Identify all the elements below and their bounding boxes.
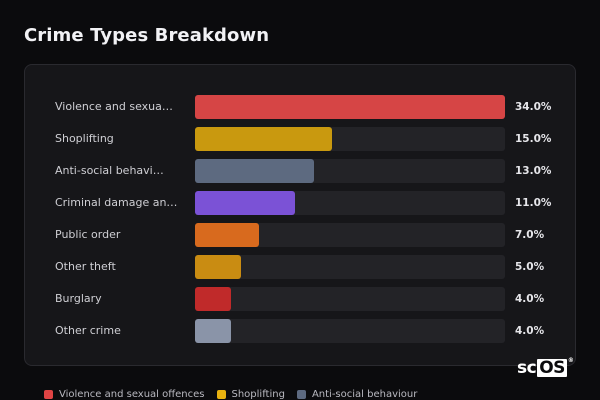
bar[interactable] [195, 223, 259, 247]
category-label: Violence and sexua… [55, 100, 173, 113]
bar[interactable] [195, 287, 232, 311]
logo-registered-mark: ® [567, 356, 574, 364]
bar-row: Public order 7.0% [25, 223, 577, 247]
legend-swatch [296, 389, 306, 399]
bar[interactable] [195, 191, 296, 215]
bar-track [195, 127, 505, 151]
bar-row: Other crime 4.0% [25, 319, 577, 343]
bar-row: Shoplifting 15.0% [25, 127, 577, 151]
bar-track [195, 319, 505, 343]
bar-row: Anti-social behavi… 13.0% [25, 159, 577, 183]
value-label: 4.0% [515, 293, 545, 305]
value-label: 7.0% [515, 229, 545, 241]
legend-label: Shoplifting [231, 388, 285, 400]
bar-row: Other theft 5.0% [25, 255, 577, 279]
bar-row: Burglary 4.0% [25, 287, 577, 311]
bar-track [195, 191, 505, 215]
bar[interactable] [195, 159, 314, 183]
legend-item[interactable]: Violence and sexual offences [44, 389, 205, 400]
bar-track [195, 287, 505, 311]
bar-track [195, 95, 505, 119]
chart-legend: Violence and sexual offences Shoplifting A… [44, 387, 417, 400]
bar-track [195, 159, 505, 183]
category-label: Other crime [55, 324, 121, 337]
value-label: 13.0% [515, 165, 552, 177]
value-label: 15.0% [515, 133, 552, 145]
bar-row: Criminal damage an… 11.0% [25, 191, 577, 215]
category-label: Burglary [55, 292, 102, 305]
logo-text-left: sc [517, 358, 537, 378]
logo-text-box: OS [537, 358, 567, 378]
value-label: 11.0% [515, 197, 552, 209]
category-label: Public order [55, 228, 121, 241]
bar[interactable] [195, 319, 232, 343]
chart-title: Crime Types Breakdown [24, 25, 270, 46]
legend-label: Anti-social behaviour [311, 388, 418, 400]
legend-label: Violence and sexual offences [59, 388, 205, 400]
value-label: 4.0% [515, 325, 545, 337]
category-label: Other theft [55, 260, 116, 273]
bar[interactable] [195, 255, 241, 279]
value-label: 5.0% [515, 261, 545, 273]
bar[interactable] [195, 95, 505, 119]
value-label: 34.0% [515, 101, 552, 113]
bar-row: Violence and sexua… 34.0% [25, 95, 577, 119]
legend-swatch [44, 389, 53, 399]
bar-track [195, 223, 505, 247]
category-label: Criminal damage an… [55, 196, 178, 209]
category-label: Shoplifting [55, 132, 114, 145]
legend-item[interactable]: Shoplifting [216, 388, 285, 400]
legend-item[interactable]: Anti-social behaviour [296, 388, 418, 400]
chart-panel: Violence and sexua… 34.0% Shoplifting 15.0%… [24, 64, 576, 366]
bar-track [195, 255, 505, 279]
bar[interactable] [195, 127, 332, 151]
brand-logo: sc OS ® [517, 356, 574, 379]
category-label: Anti-social behavi… [55, 164, 164, 177]
legend-swatch [216, 389, 226, 399]
